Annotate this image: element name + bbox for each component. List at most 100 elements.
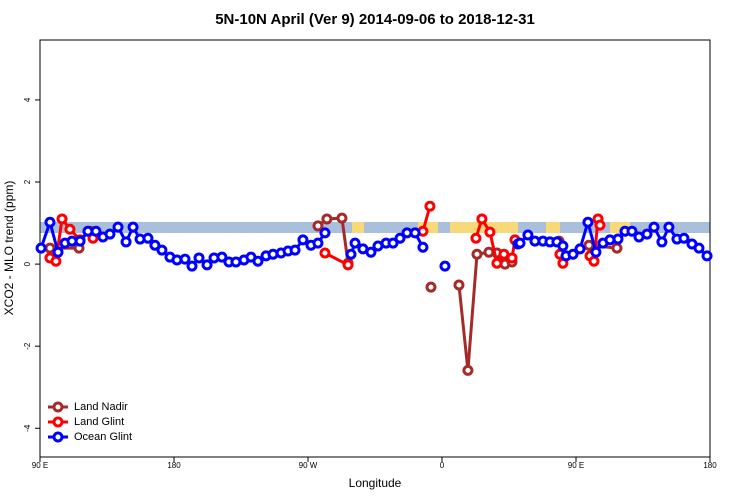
data-point: [453, 279, 465, 291]
data-point: [112, 221, 124, 233]
y-tick-label: 4: [23, 97, 32, 102]
data-point: [425, 281, 437, 293]
data-point: [201, 259, 213, 271]
data-point: [64, 223, 76, 235]
data-point: [216, 251, 228, 263]
data-point: [193, 252, 205, 264]
legend-label: Land Nadir: [74, 401, 128, 413]
x-tick-label: 90 E: [568, 461, 584, 470]
data-point: [365, 246, 377, 258]
data-point: [52, 246, 64, 258]
data-point: [387, 237, 399, 249]
chart-title: 5N-10N April (Ver 9) 2014-09-06 to 2018-…: [215, 11, 535, 28]
data-point: [462, 364, 474, 376]
series: [35, 216, 713, 272]
data-point: [142, 232, 154, 244]
data-point: [336, 212, 348, 224]
y-tick-label: 0: [23, 261, 32, 266]
data-point: [611, 242, 623, 254]
data-point: [342, 259, 354, 271]
y-tick-label: -4: [23, 424, 32, 432]
data-point: [612, 233, 624, 245]
data-point: [574, 243, 586, 255]
x-tick-label: 0: [440, 461, 445, 470]
data-point: [594, 219, 606, 231]
data-point: [156, 244, 168, 256]
data-point: [186, 260, 198, 272]
data-point: [179, 253, 191, 265]
data-point: [74, 235, 86, 247]
land-band: [450, 222, 518, 233]
x-tick-label: 90 E: [32, 461, 48, 470]
data-point: [701, 250, 713, 262]
data-point: [312, 220, 324, 232]
data-point: [506, 252, 518, 264]
data-point: [289, 244, 301, 256]
data-point: [678, 232, 690, 244]
data-point: [514, 237, 526, 249]
data-point: [641, 228, 653, 240]
data-point: [319, 227, 331, 239]
data-point: [120, 236, 132, 248]
data-point: [321, 213, 333, 225]
legend-marker: [52, 431, 64, 443]
data-point: [693, 242, 705, 254]
data-point: [90, 225, 102, 237]
data-point: [583, 239, 595, 251]
data-point: [663, 221, 675, 233]
data-point: [491, 257, 503, 269]
data-point: [319, 247, 331, 259]
data-point: [588, 255, 600, 267]
y-tick-label: 2: [23, 179, 32, 184]
land-band: [610, 222, 630, 233]
data-point: [50, 255, 62, 267]
data-point: [349, 237, 361, 249]
legend-item: Ocean Glint: [48, 431, 132, 443]
data-point: [44, 216, 56, 228]
data-point: [567, 248, 579, 260]
data-point: [312, 237, 324, 249]
data-point: [648, 221, 660, 233]
y-axis-label: XCO2 - MLO trend (ppm): [2, 181, 16, 316]
data-point: [582, 216, 594, 228]
x-tick-label: 180: [167, 461, 181, 470]
data-point: [297, 234, 309, 246]
data-point: [149, 239, 161, 251]
legend-label: Land Glint: [74, 416, 124, 428]
data-point: [345, 248, 357, 260]
x-axis-label: Longitude: [349, 476, 402, 490]
legend-item: Land Nadir: [48, 401, 128, 413]
land-band: [418, 222, 438, 233]
data-point: [56, 213, 68, 225]
data-point: [656, 236, 668, 248]
data-point: [394, 232, 406, 244]
legend-item: Land Glint: [48, 416, 124, 428]
legend-marker: [52, 401, 64, 413]
legend-label: Ocean Glint: [74, 431, 132, 443]
surface-band: [40, 222, 710, 233]
data-point: [476, 213, 488, 225]
data-point: [252, 255, 264, 267]
data-point: [127, 221, 139, 233]
data-point: [626, 225, 638, 237]
land-band: [352, 222, 364, 233]
data-point: [484, 226, 496, 238]
data-point: [35, 242, 47, 254]
land-band: [546, 222, 560, 233]
data-point: [557, 240, 569, 252]
data-point: [439, 260, 451, 272]
x-tick-label: 180: [703, 461, 717, 470]
data-point: [424, 200, 436, 212]
data-point: [104, 228, 116, 240]
data-point: [590, 246, 602, 258]
data-point: [409, 227, 421, 239]
y-tick-label: -2: [23, 342, 32, 350]
data-point: [470, 232, 482, 244]
data-point: [417, 241, 429, 253]
data-point: [471, 248, 483, 260]
data-point: [522, 229, 534, 241]
x-tick-label: 90 W: [299, 461, 318, 470]
ocean-band: [40, 222, 710, 233]
legend-marker: [52, 416, 64, 428]
